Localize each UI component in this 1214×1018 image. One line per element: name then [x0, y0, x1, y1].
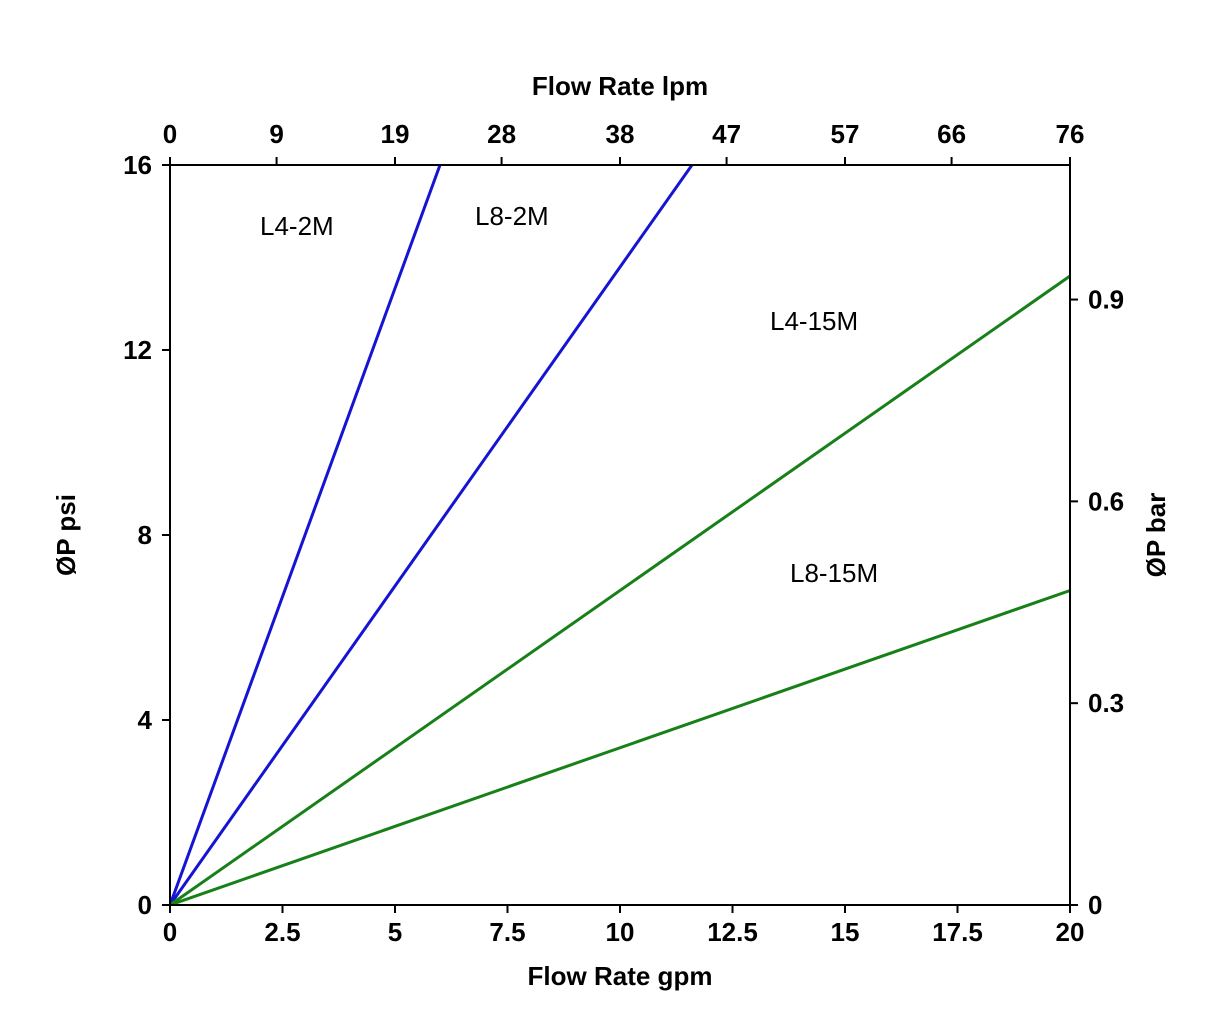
- x-bottom-tick-label: 7.5: [489, 917, 525, 947]
- y-right-tick-label: 0.6: [1088, 486, 1124, 516]
- x-top-tick-label: 38: [606, 119, 635, 149]
- y-right-tick-label: 0.9: [1088, 285, 1124, 315]
- y-left-tick-label: 4: [138, 705, 153, 735]
- series-line-l4-2m: [170, 165, 440, 905]
- y-left-tick-label: 16: [123, 150, 152, 180]
- x-top-title: Flow Rate lpm: [532, 71, 708, 101]
- y-right-tick-label: 0: [1088, 890, 1102, 920]
- series-label-l8-15m: L8-15M: [790, 558, 878, 588]
- x-top-tick-label: 0: [163, 119, 177, 149]
- series-line-l8-15m: [170, 591, 1070, 906]
- pressure-flow-chart: 0 2.5 5 7.5 10 12.5 15 17.5 20 Flow Rate gpm 0 9 19 2…: [0, 0, 1214, 1018]
- y-left-title: ØP psi: [51, 494, 81, 576]
- x-bottom-tick-label: 15: [831, 917, 860, 947]
- x-bottom-tick-label: 17.5: [932, 917, 983, 947]
- y-right-title: ØP bar: [1141, 493, 1171, 578]
- x-top-tick-label: 66: [937, 119, 966, 149]
- x-bottom-title: Flow Rate gpm: [528, 961, 713, 991]
- series-line-l4-15m: [170, 276, 1070, 905]
- x-top-tick-label: 28: [487, 119, 516, 149]
- x-top-tick-label: 57: [831, 119, 860, 149]
- y-left-tick-label: 8: [138, 520, 152, 550]
- y-right-tick-label: 0.3: [1088, 688, 1124, 718]
- x-bottom-tick-label: 20: [1056, 917, 1085, 947]
- x-bottom-tick-label: 2.5: [264, 917, 300, 947]
- series-label-l4-15m: L4-15M: [770, 306, 858, 336]
- x-bottom-tick-label: 5: [388, 917, 402, 947]
- x-top-tick-label: 19: [381, 119, 410, 149]
- series-label-l4-2m: L4-2M: [260, 211, 334, 241]
- x-top-tick-label: 76: [1056, 119, 1085, 149]
- x-bottom-tick-label: 0: [163, 917, 177, 947]
- series-label-l8-2m: L8-2M: [475, 201, 549, 231]
- series-line-l8-2m: [170, 165, 692, 905]
- x-bottom-tick-label: 10: [606, 917, 635, 947]
- x-top-tick-label: 9: [269, 119, 283, 149]
- x-bottom-tick-label: 12.5: [707, 917, 758, 947]
- x-top-tick-label: 47: [712, 119, 741, 149]
- y-left-tick-label: 12: [123, 335, 152, 365]
- y-left-tick-label: 0: [138, 890, 152, 920]
